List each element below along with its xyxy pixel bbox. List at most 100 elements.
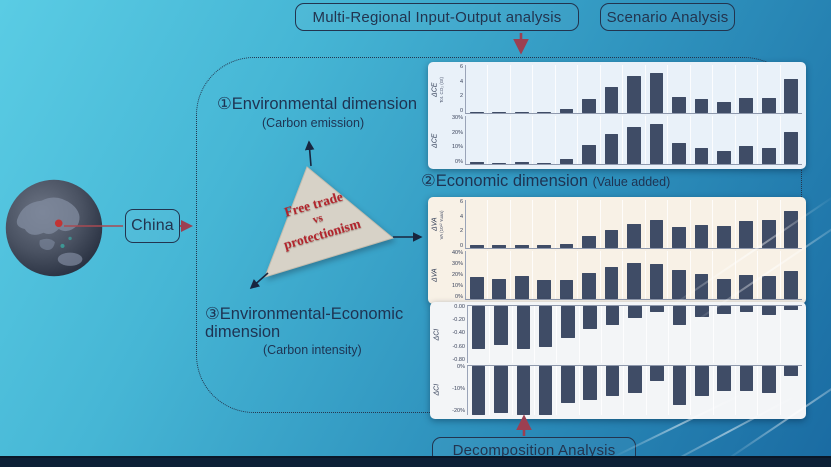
bar xyxy=(559,279,574,299)
y-axis-title: ΔCE xyxy=(431,133,439,148)
bar-slot xyxy=(781,366,802,415)
bar-slot xyxy=(468,306,491,364)
tick-label: 20% xyxy=(451,271,463,278)
mrio-analysis-label: Multi-Regional Input-Output analysis xyxy=(312,8,562,26)
subchart: ΔCI 0% -10% -20% xyxy=(432,365,802,415)
tick-label: 0% xyxy=(455,293,463,300)
china-label: China xyxy=(131,217,174,234)
bar-slot xyxy=(668,251,691,299)
bar xyxy=(784,366,799,377)
bar-slot xyxy=(647,306,669,364)
plot-area xyxy=(465,251,802,300)
bar-slot xyxy=(691,306,714,364)
bar-slot xyxy=(713,200,736,248)
bar-slot xyxy=(533,116,556,164)
tick-label: 6 xyxy=(459,64,463,70)
y-axis-ticks: 0.00 -0.20 -0.40 -0.60 -0.80 xyxy=(442,304,467,363)
y-axis-ticks: 40% 30% 20% 10% 0% xyxy=(440,250,465,300)
bar xyxy=(494,366,508,413)
bar-slot xyxy=(533,200,556,248)
bar-slot xyxy=(578,200,601,248)
bar-slot xyxy=(736,200,759,248)
bar xyxy=(739,366,754,391)
bar xyxy=(469,112,484,113)
bar xyxy=(514,161,529,164)
dimension3-title-line2: dimension xyxy=(205,323,281,341)
bar-slot xyxy=(691,200,714,248)
tick-label: 4 xyxy=(459,213,463,220)
bar-slot xyxy=(490,366,513,415)
bar-slot xyxy=(511,116,534,164)
bar xyxy=(628,366,642,394)
bar-slot xyxy=(781,306,802,363)
china-location-dot xyxy=(54,219,63,228)
bar xyxy=(672,270,686,299)
bar xyxy=(582,236,596,248)
bar xyxy=(627,263,641,299)
bar-slot xyxy=(691,65,714,113)
bar xyxy=(650,306,665,313)
bar-slot xyxy=(647,366,669,415)
bar-slot xyxy=(466,251,489,299)
dimension3-title-line1: ③Environmental-Economic xyxy=(205,305,404,323)
bar xyxy=(559,159,574,164)
bar xyxy=(537,279,551,299)
bar-slot xyxy=(557,306,580,364)
bar xyxy=(672,227,686,248)
tick-label: 10% xyxy=(451,144,463,150)
bar-slot xyxy=(511,200,534,248)
bar xyxy=(494,306,508,346)
bar xyxy=(538,306,553,347)
china-box: China xyxy=(125,209,180,243)
y-axis-ticks: 6 4 2 0 VA (10¹² Yuan) xyxy=(439,199,465,249)
plot-area xyxy=(467,305,802,364)
dimension2-subtitle: (Value added) xyxy=(592,175,671,189)
tick-label: -0.20 xyxy=(452,317,465,324)
tick-label: 0.00 xyxy=(454,304,465,310)
tick-label: -10% xyxy=(452,386,465,393)
bar-slot xyxy=(578,116,601,164)
bar-slot xyxy=(691,366,714,415)
tick-label: 20% xyxy=(451,129,463,136)
bar xyxy=(627,224,641,248)
bar-slot xyxy=(623,65,646,113)
bar-slot xyxy=(488,200,511,248)
dimension3-subtitle: (Carbon intensity) xyxy=(263,343,362,357)
bar-slot xyxy=(513,306,535,364)
bar-slot xyxy=(736,116,759,164)
bar xyxy=(537,244,551,248)
bar xyxy=(469,162,484,164)
bar-slot xyxy=(466,116,489,164)
bar xyxy=(784,271,799,299)
bar xyxy=(717,101,731,113)
bar-slot xyxy=(556,251,579,299)
bar-slot xyxy=(511,65,534,113)
bar-slot xyxy=(758,65,781,113)
bar-slot xyxy=(736,306,759,364)
bar-slot xyxy=(511,251,534,299)
bar-slot xyxy=(466,65,489,113)
bar-slot xyxy=(601,116,624,164)
bar-slot xyxy=(736,65,759,113)
bar-slot xyxy=(713,251,736,299)
bar xyxy=(604,86,619,113)
bar xyxy=(694,224,709,248)
bar xyxy=(649,124,664,164)
bar xyxy=(784,132,799,164)
plot-area xyxy=(465,116,802,165)
y-axis-ticks: 6 4 2 0 Tot. CO₂ (Gt) xyxy=(439,64,465,114)
carbon-intensity-chart-panel: ΔCI 0.00 -0.20 -0.40 -0.60 -0.80 ΔCI 0% -10% -20% xyxy=(430,302,806,419)
bar xyxy=(561,366,575,403)
y-axis-title: ΔCI xyxy=(433,384,441,397)
bar-slot xyxy=(758,116,781,164)
bar xyxy=(717,151,731,164)
bar-slot xyxy=(513,366,535,415)
scenario-analysis-label: Scenario Analysis xyxy=(606,8,729,26)
y-axis-title: ΔCI xyxy=(433,328,441,341)
tick-label: 2 xyxy=(459,228,463,234)
bar xyxy=(627,76,641,113)
bar-slot xyxy=(556,116,579,164)
bar-slot xyxy=(758,306,781,364)
bar-slot xyxy=(646,65,669,113)
tick-label: 30% xyxy=(451,260,463,267)
